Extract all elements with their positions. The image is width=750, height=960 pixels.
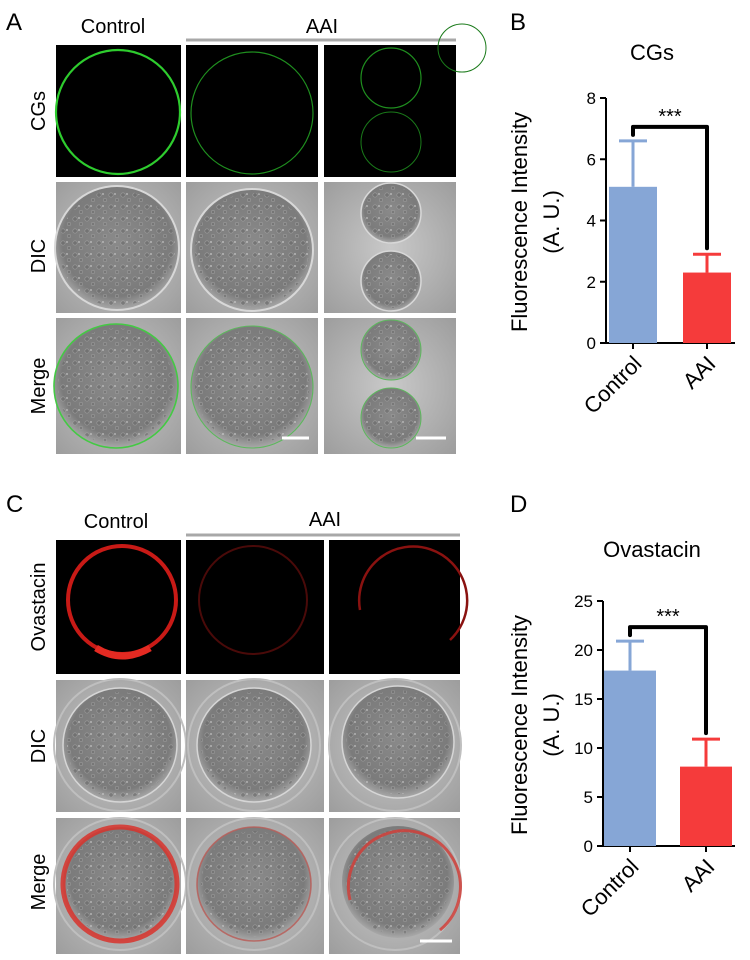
y-axis-label-units: (A. U.) <box>539 693 564 757</box>
bar-control <box>604 670 656 846</box>
column-label-control: Control <box>81 16 145 38</box>
x-tick-label: Control <box>579 351 647 419</box>
merge-image-aai-1 <box>186 817 324 954</box>
y-tick-label: 10 <box>574 739 593 758</box>
y-tick-label: 0 <box>584 837 593 856</box>
x-tick-label: Control <box>576 854 644 922</box>
chart-title: Ovastacin <box>603 537 701 562</box>
column-label-aai: AAI <box>309 509 341 531</box>
y-axis-label: Fluorescence Intensity <box>507 615 532 835</box>
x-tick-label: AAI <box>678 351 721 394</box>
panel-letter-b: B <box>510 9 526 36</box>
merge-image-aai-2 <box>328 817 462 954</box>
merge-image-aai-2 <box>324 318 456 454</box>
cgs-image-aai-2 <box>324 23 487 177</box>
y-axis-label: Fluorescence Intensity <box>507 112 532 332</box>
bar-aai <box>680 766 732 846</box>
ovastacin-image-aai-1 <box>186 540 324 674</box>
micrograph-grid-c: Control AAI Ovastacin DIC Merge <box>28 509 469 954</box>
panel-letter-d: D <box>510 491 527 518</box>
x-tick-label: AAI <box>677 854 720 897</box>
merge-image-aai-1 <box>186 318 318 454</box>
y-tick-label: 20 <box>574 641 593 660</box>
y-axis-label-units: (A. U.) <box>539 190 564 254</box>
bar-control <box>609 186 657 343</box>
row-label-dic: DIC <box>28 729 50 763</box>
y-tick-label: 5 <box>584 788 593 807</box>
chart-title: CGs <box>630 40 674 65</box>
significance-marker: *** <box>658 106 682 128</box>
y-tick-label: 2 <box>587 273 596 292</box>
y-tick-label: 6 <box>587 150 596 169</box>
column-label-control: Control <box>84 511 148 533</box>
panel-letter-c: C <box>6 491 23 518</box>
chart-ovastacin: Ovastacin Fluorescence Intensity (A. U.) 0 5… <box>507 537 735 922</box>
y-tick-label: 25 <box>574 592 593 611</box>
y-tick-label: 4 <box>587 212 596 231</box>
chart-cgs: CGs Fluorescence Intensity (A. U.) 0 2 4 6 8 Con… <box>507 40 735 419</box>
ovastacin-image-control <box>56 540 181 674</box>
significance-marker: *** <box>656 606 680 628</box>
dic-image-aai-1 <box>186 678 324 812</box>
micrograph-grid-a: Control AAI CGs DIC Merge <box>28 16 487 454</box>
merge-image-control <box>53 817 187 954</box>
dic-image-aai-2 <box>324 182 456 313</box>
row-label-merge: Merge <box>28 358 50 415</box>
merge-image-control <box>53 318 181 454</box>
dic-image-aai-1 <box>186 182 318 313</box>
significance-bracket <box>628 625 708 736</box>
significance-bracket <box>631 124 709 251</box>
panel-letter-a: A <box>6 9 22 36</box>
y-tick-label: 8 <box>587 89 596 108</box>
y-tick-label: 15 <box>574 690 593 709</box>
row-label-dic: DIC <box>28 239 50 273</box>
dic-image-aai-2 <box>328 678 462 812</box>
row-label-ovastacin: Ovastacin <box>28 563 50 652</box>
cgs-image-control <box>54 45 182 177</box>
dic-image-control <box>53 678 187 812</box>
row-label-cgs: CGs <box>28 91 50 131</box>
dic-image-control <box>54 182 181 313</box>
y-tick-label: 0 <box>587 334 596 353</box>
row-label-merge: Merge <box>28 854 50 911</box>
ovastacin-image-aai-2 <box>329 540 469 674</box>
bar-aai <box>683 272 731 343</box>
cgs-image-aai-1 <box>186 45 318 177</box>
column-label-aai: AAI <box>306 16 338 38</box>
